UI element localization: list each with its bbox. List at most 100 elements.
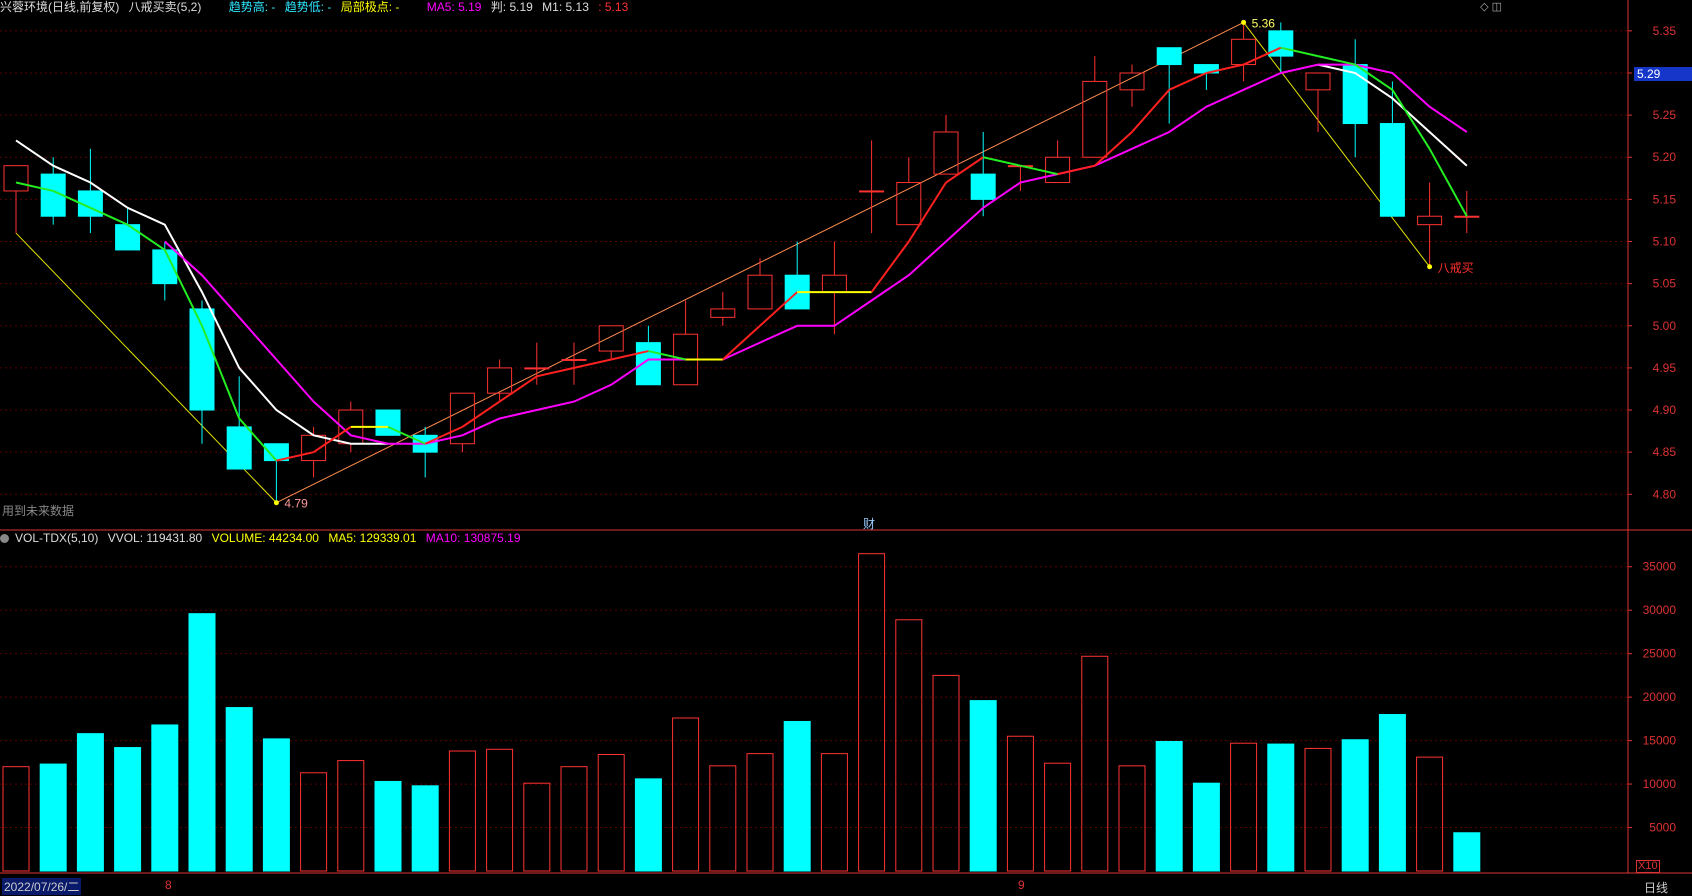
judge-line-segment [945,156,984,184]
volume-tick-label: 5000 [1649,821,1676,835]
candle-body [561,358,587,361]
volume-bar [448,750,476,872]
volume-bar [1044,762,1072,872]
vvol-value: VVOL: 119431.80 [107,531,203,545]
candle-body [1082,80,1108,158]
last-value: : 5.13 [598,0,629,14]
judge-line-segment [1280,46,1319,58]
candle-body [301,434,327,462]
judge-line-segment [870,240,910,293]
judge-line-segment [536,366,575,378]
candle-body [747,274,773,310]
extreme-point-marker [1241,19,1247,25]
candle-body [1417,215,1443,226]
current-price-marker: 5.29 [1634,67,1692,81]
judge-line-segment [201,325,241,419]
trend-high: 趋势高: - [228,0,276,14]
judge-line-segment [387,425,426,445]
window-icons[interactable]: ◇ ◫ [1480,1,1502,13]
extreme-point-label: 八戒买 [1438,261,1474,275]
price-tick-label: 5.00 [1653,319,1677,333]
price-tick-label: 4.90 [1653,403,1677,417]
candle-body [524,367,550,370]
price-tick-label: 5.05 [1653,277,1677,291]
volume-bar [560,766,588,872]
candle-body [1342,64,1368,125]
judge-line-segment [610,350,649,361]
month-label-aug: 8 [165,878,172,892]
extreme-point-marker [1427,264,1433,270]
volume-bar [820,753,848,872]
volume-bar [1378,714,1406,872]
candle-body [933,131,959,175]
period-label[interactable]: 日线 [1644,881,1669,895]
price-tick-label: 5.15 [1653,192,1677,206]
judge-line-segment [424,425,463,445]
extreme-point-label: 4.79 [284,497,308,511]
price-tick-label: 4.80 [1653,487,1677,501]
stock-title[interactable]: 兴蓉环境(日线,前复权) [0,0,120,14]
judge-line-segment [1354,63,1393,91]
volume-bar [969,700,997,872]
volume-tick-label: 20000 [1643,690,1677,704]
candle-body [896,182,922,226]
candle-body [487,367,513,394]
judge-line-segment [1057,164,1096,176]
volume-tick-label: 30000 [1643,603,1677,617]
volume-bar [1006,735,1034,872]
judge-line-segment [1131,89,1170,133]
volume-bar [597,754,625,872]
candle-body [1305,72,1331,91]
candle-body [598,325,624,352]
candle-body [859,190,885,193]
judge-line-segment [648,350,686,361]
volume-bar [1118,765,1146,872]
m1-line [1317,63,1468,167]
volume-bar [1304,747,1332,872]
indicator-circle-icon[interactable] [0,534,9,543]
candle-body [1045,156,1071,184]
trend-low: 趋势低: - [284,0,332,14]
judge-line-segment [1243,46,1282,66]
month-label-sep: 9 [1018,878,1025,892]
extreme-point-label: 5.36 [1252,16,1276,30]
vol-indicator-name[interactable]: VOL-TDX(5,10) [15,531,99,545]
scale-label[interactable]: X10 [1636,860,1660,873]
judge-line-segment [1206,63,1244,74]
judge-line-segment [1317,55,1356,66]
volume-bar [746,753,774,872]
volume-tick-label: 25000 [1643,647,1677,661]
volume-bar [1416,756,1444,872]
current-date: 2022/07/26/二 [2,878,82,895]
finance-marker[interactable]: 财 [863,517,876,531]
volume-value: VOLUME: 44234.00 [211,531,319,545]
judge-line-segment [982,156,1021,167]
indicator-name[interactable]: 八戒买卖(5,2) [128,0,202,14]
vol-ma10-value: MA10: 130875.19 [425,531,521,545]
extreme-point-marker [273,500,279,506]
volume-bar [1230,742,1258,872]
candle-body [1119,72,1145,91]
volume-bar [1192,782,1220,872]
volume-bar [76,733,104,872]
volume-bar [300,772,328,872]
price-tick-label: 4.85 [1653,445,1677,459]
judge-line-segment [89,206,129,226]
price-tick-label: 5.10 [1653,235,1677,249]
volume-bar [709,765,737,872]
volume-bar [114,747,142,872]
volume-bar [895,619,923,872]
judge-line-segment [1428,148,1468,217]
volume-bar [783,720,811,872]
trend-line [1243,22,1430,268]
candle-body [115,224,141,251]
judge-line-segment [163,249,203,327]
judge-line-segment [1391,89,1431,150]
volume-bar [1453,832,1481,872]
ma5-value: MA5: 5.19 [426,0,482,14]
judge-line-segment [907,181,947,243]
judge-line-segment [1168,72,1207,91]
volume-bar [1341,739,1369,872]
local-extreme: 局部极点: - [340,0,400,14]
